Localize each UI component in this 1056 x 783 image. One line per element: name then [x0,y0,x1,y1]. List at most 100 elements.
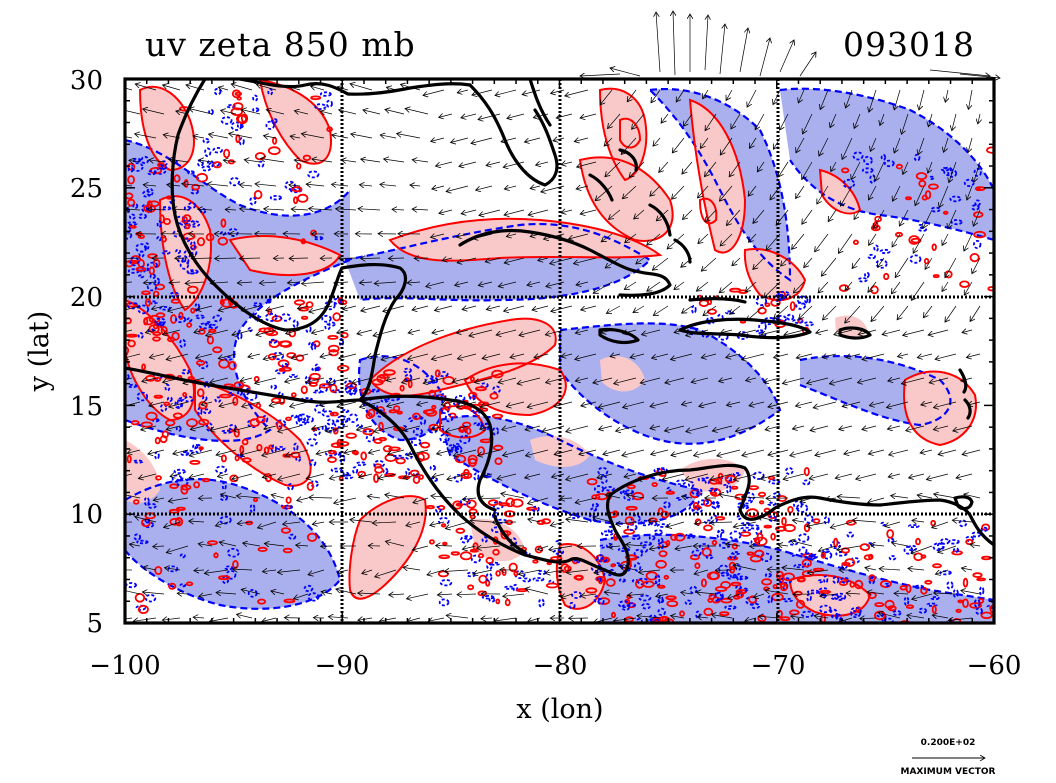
wind-vector [289,258,309,259]
wind-vector [237,614,253,618]
wind-vector [634,209,645,219]
wind-vector [373,329,397,336]
positive-vorticity-cell [975,186,981,192]
positive-vorticity-cell [895,163,903,170]
wind-vector [504,305,525,311]
negative-vorticity-cell [640,546,648,554]
wind-vector [577,161,597,167]
wind-vector [632,113,645,129]
wind-vector [361,258,381,259]
positive-vorticity-cell [300,238,306,245]
wind-vector [383,305,405,311]
negative-vorticity-cell [143,496,150,506]
wind-vector [190,426,205,430]
positive-vorticity-cell [241,457,252,463]
wind-vector [495,89,517,95]
wind-vector [647,233,661,245]
positive-vorticity-cell [833,537,839,548]
negative-vorticity-cell [249,196,257,206]
negative-vorticity-cell [716,530,722,539]
negative-vorticity-cell [975,607,983,615]
wind-vector [705,113,717,131]
negative-vorticity-cell [930,206,941,213]
wind-vector [525,137,541,142]
positive-vorticity-cell [185,581,194,587]
wind-vector [640,377,661,383]
wind-vector [681,257,693,267]
negative-vorticity-cell [318,384,328,393]
negative-vorticity-cell [971,204,980,211]
negative-vorticity-cell [740,521,752,527]
wind-vector [553,138,565,141]
y-tick-label: 10 [70,500,103,530]
wind-vector [566,425,589,432]
wind-vector [339,258,357,259]
wind-vector [402,377,421,383]
positive-vorticity-cell [329,411,339,417]
wind-vector [681,592,693,594]
positive-vorticity-cell [719,611,730,617]
wind-vector [667,233,685,249]
negative-vorticity-cell [132,459,144,464]
wind-vector [163,377,181,382]
wind-vector [704,15,708,71]
wind-vector [387,401,405,406]
wind-vector [240,378,253,381]
wind-vector [215,522,229,526]
positive-vorticity-cell [461,421,472,429]
negative-vorticity-cell [339,409,350,414]
negative-vorticity-cell [867,253,876,260]
negative-vorticity-cell [676,479,686,486]
positive-vorticity-cell [169,483,179,490]
negative-vorticity-cell [270,444,277,453]
negative-vorticity-cell [173,468,187,474]
positive-vorticity-cell [280,366,292,372]
positive-vorticity-cell [782,572,795,582]
wind-vector [168,498,189,501]
negative-vorticity-cell [345,385,358,395]
negative-vorticity-cell [654,574,661,584]
wind-vector [442,258,453,261]
positive-vorticity-cell [665,540,671,547]
wind-vector [198,209,213,210]
wind-vector [647,281,661,291]
negative-vorticity-cell [161,206,172,211]
wind-vector [153,546,165,547]
negative-vorticity-cell [684,599,693,606]
wind-vector [239,185,253,186]
wind-vector [606,305,621,314]
positive-vorticity-cell [905,196,912,201]
positive-vorticity-cell [714,586,728,592]
positive-vorticity-cell [257,598,267,605]
positive-vorticity-cell [431,404,437,410]
wind-vector [290,136,301,138]
wind-vector [375,569,397,577]
wind-vector [503,449,525,456]
negative-vorticity-cell [156,220,162,229]
wind-vector [616,425,637,431]
wind-vector [221,494,237,499]
wind-vector [522,89,541,95]
wind-vector [153,498,165,500]
wind-vector [544,233,565,239]
wind-vector [498,377,517,383]
negative-vorticity-cell [653,529,663,536]
positive-vorticity-cell [585,587,598,594]
wind-vector [350,84,373,91]
wind-vector [423,377,445,383]
wind-vector [237,282,253,283]
negative-vorticity-cell [952,588,959,598]
negative-vorticity-cell [184,395,194,403]
negative-vorticity-cell [208,108,214,116]
wind-vector [143,109,165,115]
wind-vector [426,281,445,287]
negative-vorticity-cell [179,260,190,270]
wind-vector [287,282,301,283]
wind-vector [799,52,816,77]
wind-vector [266,305,285,311]
wind-vector [444,570,469,572]
wind-vector [301,134,325,139]
wind-vector [269,402,285,406]
wind-vector [319,402,333,405]
negative-vorticity-cell [883,159,895,168]
